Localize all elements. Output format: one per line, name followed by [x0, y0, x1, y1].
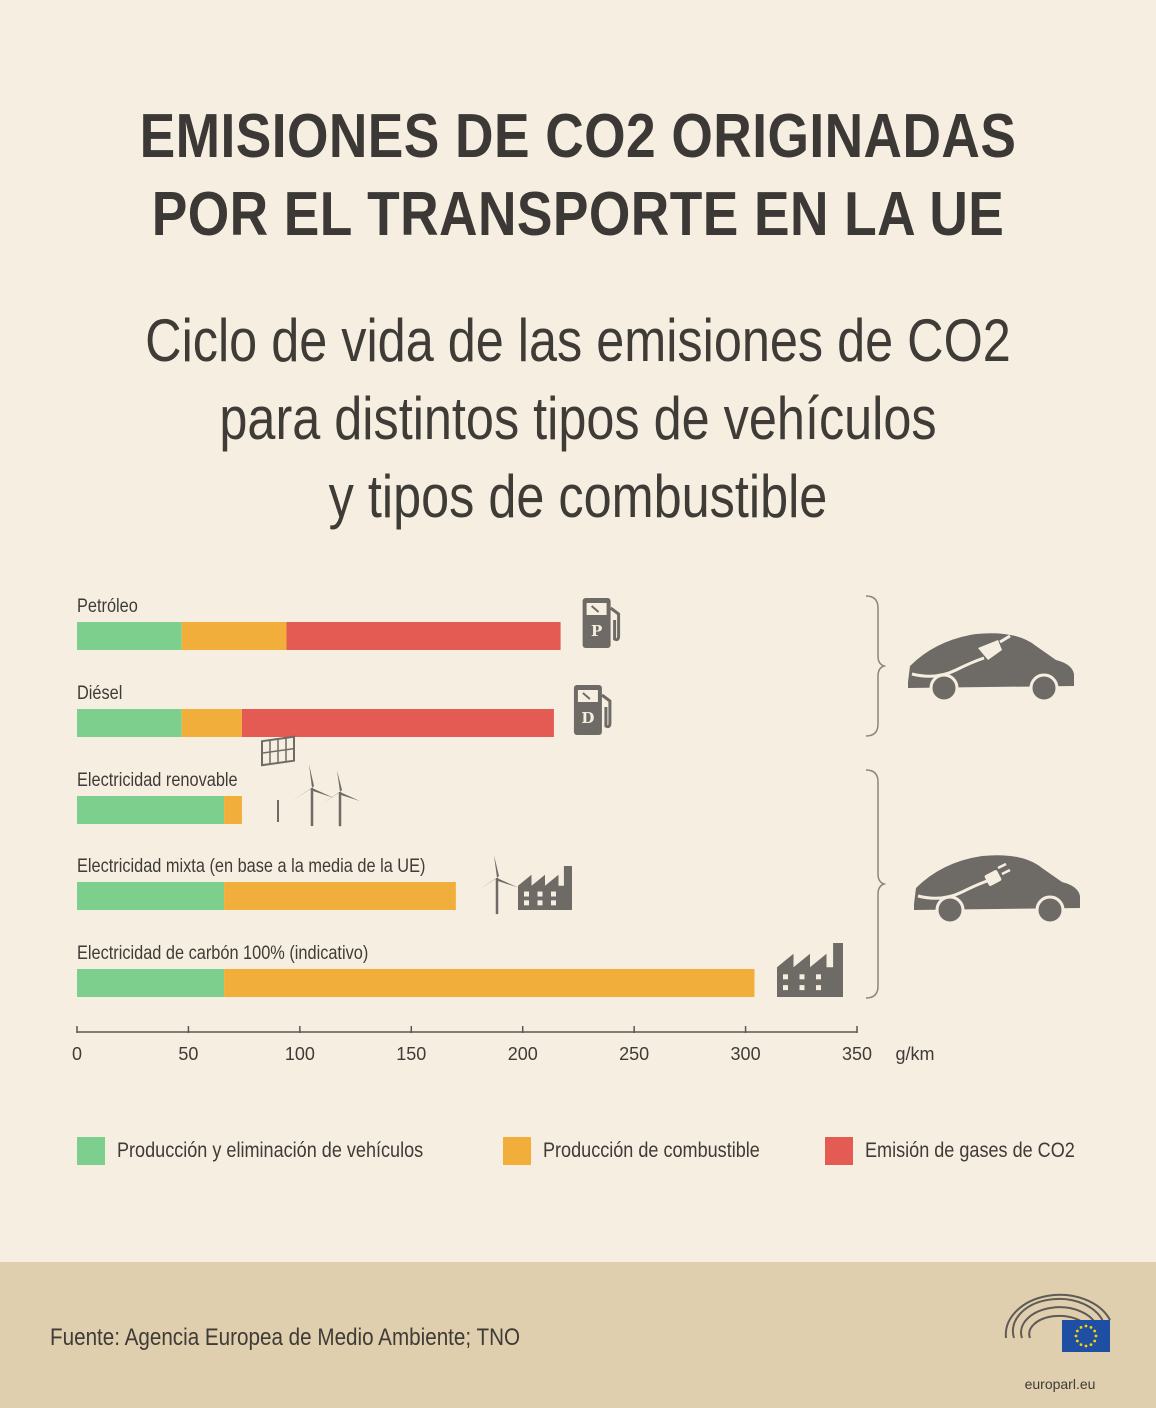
subtitle-line-1: Ciclo de vida de las emisiones de CO2	[145, 307, 1011, 374]
chart-subtitle: Ciclo de vida de las emisiones de CO2 pa…	[92, 302, 1063, 536]
legend-item-emission: Emisión de gases de CO2	[825, 1137, 1109, 1165]
electric-car-icon	[914, 855, 1080, 925]
x-tick-label: 100	[285, 1044, 315, 1064]
title-line-1: EMISIONES DE CO2 ORIGINADAS	[139, 102, 1017, 171]
group-brace-electric	[865, 769, 887, 999]
hemicycle-flag-icon	[1004, 1293, 1111, 1352]
legend-label-fuel: Producción de combustible	[543, 1139, 760, 1162]
group-brace-combustion	[865, 595, 887, 737]
x-tick-label: 200	[508, 1044, 538, 1064]
category-label: Diésel	[77, 682, 122, 703]
stacked-bar-chart: Petróleo Diésel Electricidad renovable Elec…	[72, 595, 1080, 1064]
legend-swatch-emission	[825, 1137, 854, 1165]
legend-label-emission: Emisión de gases de CO2	[865, 1139, 1076, 1162]
legend-item-fuel: Producción de combustible	[503, 1137, 795, 1165]
bar-segment	[77, 882, 225, 910]
footer: Fuente: Agencia Europea de Medio Ambient…	[0, 1262, 1156, 1408]
title-line-2: POR EL TRANSPORTE EN LA UE	[151, 180, 1005, 249]
bar-segment	[224, 969, 755, 997]
category-label: Electricidad renovable	[77, 769, 238, 790]
pump-letter: P	[591, 622, 602, 640]
logo-text: europarl.eu	[1024, 1376, 1096, 1392]
legend-swatch-fuel	[503, 1137, 532, 1165]
legend-label-production: Producción y eliminación de vehículos	[117, 1139, 424, 1162]
x-tick-label: 50	[178, 1044, 198, 1064]
bar-segment	[181, 709, 242, 737]
bar-segment	[286, 622, 561, 650]
wind-factory-icon	[478, 855, 572, 915]
x-tick-label: 150	[396, 1044, 426, 1064]
x-axis-unit-label: g/km	[895, 1044, 934, 1064]
x-tick-label: 250	[619, 1044, 649, 1064]
pump-letter: D	[581, 709, 594, 727]
bar-segment	[77, 969, 225, 997]
subtitle-line-3: y tipos de combustible	[328, 463, 828, 530]
legend-item-production: Producción y eliminación de vehículos	[77, 1137, 473, 1165]
x-tick-label: 0	[72, 1044, 82, 1064]
solar-wind-icon	[261, 735, 360, 827]
source-text: Fuente: Agencia Europea de Medio Ambient…	[50, 1324, 521, 1351]
legend-swatch-production	[77, 1137, 105, 1165]
fuel-pump-diesel-icon: D	[573, 685, 612, 735]
category-label: Electricidad de carbón 100% (indicativo)	[77, 942, 368, 963]
x-tick-label: 300	[731, 1044, 761, 1064]
fuel-pump-petrol-icon: P	[582, 598, 621, 648]
combustion-car-icon	[908, 633, 1074, 703]
category-label: Electricidad mixta (en base a la media d…	[77, 855, 425, 876]
bar-segment	[77, 622, 182, 650]
bar-segment	[77, 709, 182, 737]
subtitle-line-2: para distintos tipos de vehículos	[219, 385, 937, 452]
bar-segment	[224, 882, 456, 910]
bar-segment	[181, 622, 287, 650]
category-label: Petróleo	[77, 595, 138, 616]
bar-segment	[77, 796, 225, 824]
european-parliament-logo[interactable]: europarl.eu	[1000, 1288, 1120, 1398]
factory-icon	[777, 943, 843, 997]
bar-segment	[224, 796, 242, 824]
chart-legend: Producción y eliminación de vehículos Pr…	[77, 1136, 1139, 1166]
x-tick-label: 350	[842, 1044, 872, 1064]
page-title: EMISIONES DE CO2 ORIGINADAS POR EL TRANS…	[81, 98, 1075, 254]
bar-segment	[241, 709, 554, 737]
